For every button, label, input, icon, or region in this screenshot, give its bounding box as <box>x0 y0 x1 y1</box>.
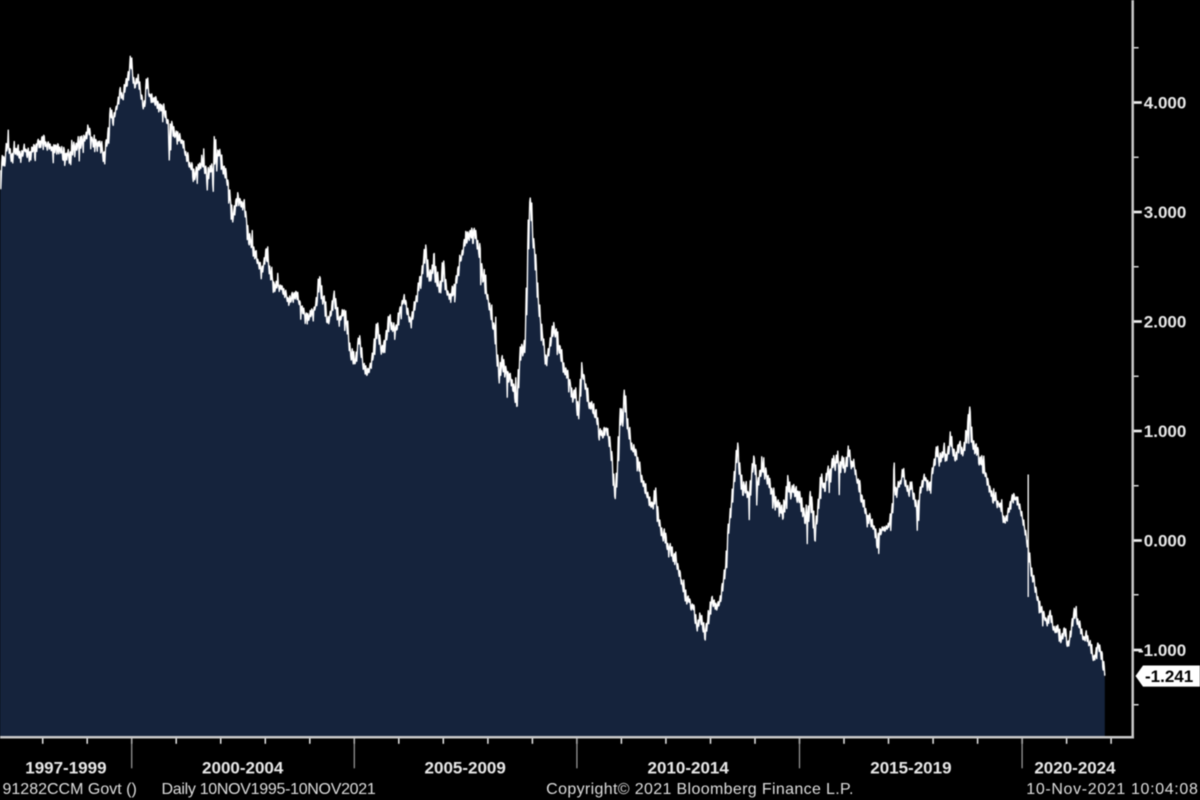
svg-text:Copyright© 2021 Bloomberg Fina: Copyright© 2021 Bloomberg Finance L.P. <box>546 781 854 798</box>
svg-text:2015-2019: 2015-2019 <box>870 759 951 778</box>
svg-text:2010-2014: 2010-2014 <box>648 759 730 778</box>
svg-text:0.000: 0.000 <box>1144 532 1187 551</box>
svg-text:10-Nov-2021 10:04:08: 10-Nov-2021 10:04:08 <box>1026 781 1198 798</box>
svg-text:-1.000: -1.000 <box>1138 641 1186 660</box>
svg-text:1997-1999: 1997-1999 <box>25 759 106 778</box>
svg-text:3.000: 3.000 <box>1144 203 1187 222</box>
svg-text:2.000: 2.000 <box>1144 313 1187 332</box>
svg-text:-1.241: -1.241 <box>1145 667 1193 686</box>
svg-text:2020-2024: 2020-2024 <box>1034 759 1116 778</box>
svg-text:Daily 10NOV1995-10NOV2021: Daily 10NOV1995-10NOV2021 <box>162 781 376 798</box>
svg-text:1.000: 1.000 <box>1144 422 1187 441</box>
svg-text:2000-2004: 2000-2004 <box>202 759 284 778</box>
svg-text:2005-2009: 2005-2009 <box>425 759 506 778</box>
svg-text:91282CCM Govt (): 91282CCM Govt () <box>3 781 137 798</box>
svg-text:4.000: 4.000 <box>1144 94 1187 113</box>
